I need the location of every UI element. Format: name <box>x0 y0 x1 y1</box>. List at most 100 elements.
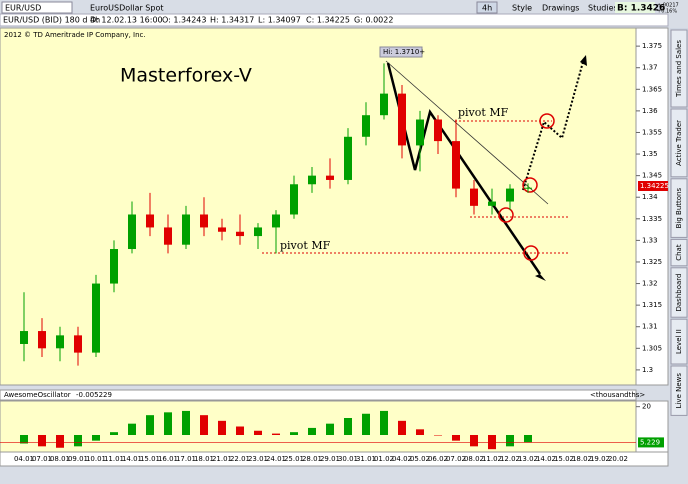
osc-bar <box>398 420 406 435</box>
side-tab[interactable] <box>670 318 688 365</box>
symbol-input[interactable] <box>1 1 73 14</box>
studies-button[interactable]: Studies <box>588 4 618 13</box>
x-tick-label: 08.02 <box>464 455 484 463</box>
candle-body <box>128 214 136 250</box>
candle-body <box>344 136 352 180</box>
y-tick-label: 1.355 <box>642 128 662 136</box>
side-tab-label: Level II <box>675 329 683 354</box>
info-change: G: 0.0022 <box>354 16 393 25</box>
candle-body <box>38 331 46 349</box>
candle-body <box>398 93 406 146</box>
x-tick-label: 10.01 <box>86 455 106 463</box>
candle-body <box>488 201 496 206</box>
y-tick-label: 1.31 <box>642 323 658 331</box>
side-tab[interactable] <box>670 108 688 178</box>
x-tick-label: 14.02 <box>536 455 556 463</box>
osc-panel <box>0 400 637 453</box>
y-tick-label: 1.36 <box>642 107 658 115</box>
side-tab-label: Dashboard <box>675 274 683 312</box>
y-tick-label: 1.315 <box>642 301 662 309</box>
x-tick-label: 01.02 <box>374 455 394 463</box>
y-tick-label: 1.32 <box>642 280 658 288</box>
osc-bar <box>272 433 280 435</box>
osc-bar <box>38 435 46 447</box>
x-tick-label: 23.01 <box>248 455 268 463</box>
side-tab[interactable] <box>670 365 688 416</box>
x-tick-label: 11.01 <box>104 455 124 463</box>
osc-bar <box>362 413 370 435</box>
side-tab-label: Times and Sales <box>675 40 683 98</box>
style-button[interactable]: Style <box>512 4 532 13</box>
osc-units: <thousandths> <box>590 391 645 399</box>
hi-label: Hi: 1.3710+ <box>383 48 425 56</box>
x-tick-label: 18.02 <box>572 455 592 463</box>
y-tick-label: 1.37 <box>642 64 658 72</box>
osc-bar <box>470 435 478 447</box>
side-tab[interactable] <box>670 238 688 267</box>
y-tick-label: 20 <box>642 403 651 411</box>
y-tick-label: 1.365 <box>642 85 662 93</box>
timeframe: 4h <box>482 4 492 13</box>
osc-bar <box>236 426 244 435</box>
price-panel <box>0 27 637 386</box>
osc-bar <box>20 435 28 444</box>
osc-bar <box>92 435 100 441</box>
y-tick-label: 1.345 <box>642 172 662 180</box>
side-tab-label: Big Buttons <box>675 187 683 228</box>
osc-bar <box>218 420 226 435</box>
x-tick-label: 30.01 <box>338 455 358 463</box>
y-tick-label: 1.335 <box>642 215 662 223</box>
timeframe-button[interactable] <box>476 1 498 14</box>
x-tick-label: 04.01 <box>14 455 34 463</box>
info-date: D: 12.02.13 16:00 <box>90 16 163 25</box>
candle-body <box>290 184 298 215</box>
drawings-button[interactable]: Drawings <box>542 4 579 13</box>
candle-body <box>20 331 28 344</box>
side-tab[interactable] <box>670 267 688 318</box>
y-tick-label: 1.375 <box>642 42 662 50</box>
side-tab[interactable] <box>670 29 688 108</box>
side-tab-label: Live News <box>675 373 683 409</box>
osc-bar <box>164 412 172 435</box>
y-tick-label: 1.3 <box>642 366 653 374</box>
candle-body <box>164 227 172 245</box>
candle-body <box>452 141 460 189</box>
price-axis <box>635 27 669 386</box>
x-tick-label: 04.02 <box>392 455 412 463</box>
copyright: 2012 © TD Ameritrade IP Company, Inc. <box>4 31 146 39</box>
x-tick-label: 16.01 <box>158 455 178 463</box>
side-tab-label: Active Trader <box>675 120 683 166</box>
info-low: L: 1.34097 <box>258 16 301 25</box>
osc-bar <box>182 410 190 435</box>
info-bar <box>0 13 669 27</box>
x-tick-label: 13.02 <box>518 455 538 463</box>
osc-title: AwesomeOscillator <box>4 391 71 399</box>
candle-body <box>92 283 100 353</box>
candle-body <box>236 231 244 237</box>
bid-box <box>615 2 655 13</box>
candle-body <box>272 214 280 228</box>
osc-bar <box>326 423 334 435</box>
x-tick-label: 11.02 <box>482 455 502 463</box>
osc-header <box>0 389 637 401</box>
candle-body <box>308 175 316 185</box>
osc-bar <box>128 423 136 435</box>
side-tab-label: Chat <box>675 244 683 261</box>
candle-body <box>146 214 154 228</box>
osc-bar <box>110 432 118 435</box>
osc-bar <box>146 415 154 435</box>
candle-body <box>218 227 226 232</box>
side-tab[interactable] <box>670 178 688 238</box>
description: EuroUSDollar Spot <box>90 4 164 13</box>
candle-body <box>200 214 208 228</box>
osc-bar <box>74 435 82 447</box>
instrument: EUR/USD (BID) 180 d 4h <box>3 16 100 25</box>
y-tick-label: 1.34 <box>642 193 658 201</box>
x-tick-label: 15.01 <box>140 455 160 463</box>
osc-bar <box>434 435 442 436</box>
candle-body <box>326 175 334 180</box>
osc-bar <box>254 430 262 435</box>
x-tick-label: 19.02 <box>590 455 610 463</box>
x-tick-label: 31.01 <box>356 455 376 463</box>
